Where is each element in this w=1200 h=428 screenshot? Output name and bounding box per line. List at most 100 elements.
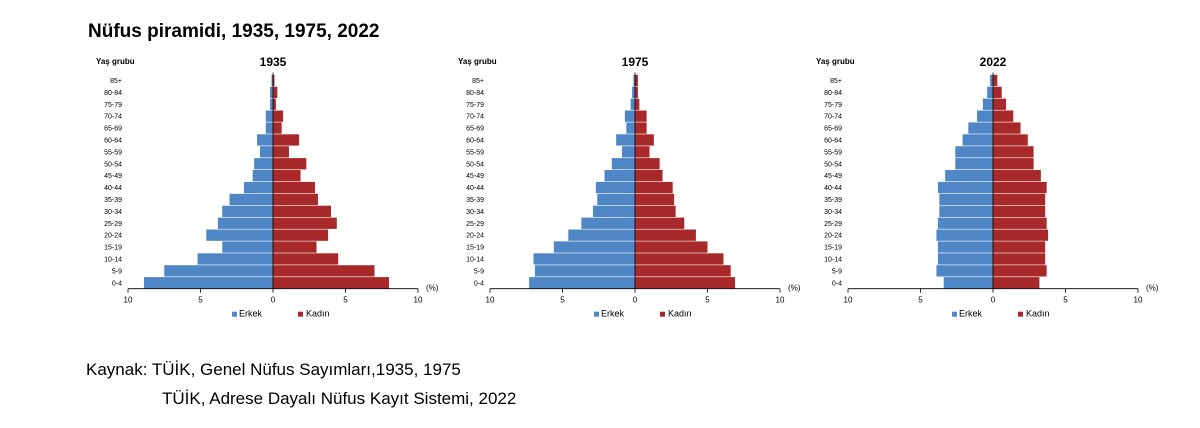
bar-kadin-30-34	[273, 205, 331, 217]
tick-label-30-34: 30-34	[466, 209, 484, 216]
bar-erkek-80-84	[632, 86, 635, 98]
bar-erkek-5-9	[936, 265, 993, 277]
bar-kadin-75-79	[635, 98, 640, 110]
x-tick-label: 5	[560, 296, 565, 305]
tick-label-60-64: 60-64	[824, 137, 842, 144]
tick-label-55-59: 55-59	[824, 149, 842, 156]
bar-kadin-80-84	[635, 86, 638, 98]
y-axis-label: Yaş grubu	[458, 57, 497, 66]
bar-erkek-85+	[271, 74, 273, 87]
bar-erkek-50-54	[254, 158, 273, 170]
bar-erkek-0-4	[529, 277, 635, 289]
y-axis-label: Yaş grubu	[816, 57, 855, 66]
bar-erkek-65-69	[968, 122, 993, 134]
legend-swatch-erkek	[232, 311, 237, 317]
bar-kadin-65-69	[993, 122, 1021, 134]
bar-kadin-70-74	[635, 110, 647, 122]
bar-kadin-85+	[993, 74, 998, 87]
bar-erkek-40-44	[937, 181, 993, 194]
bar-erkek-55-59	[259, 146, 273, 158]
bar-erkek-15-19	[937, 241, 993, 253]
pyramid-chart-2022: Yaş grubu 2022 0-4 5-9 10-14 15-19 20-24 25-29 3…	[816, 55, 1159, 319]
tick-label-45-49: 45-49	[466, 173, 484, 180]
tick-label-65-69: 65-69	[824, 126, 842, 133]
bar-kadin-50-54	[635, 158, 660, 170]
bar-kadin-10-14	[273, 253, 339, 265]
bar-erkek-5-9	[534, 265, 635, 277]
tick-label-30-34: 30-34	[104, 209, 122, 216]
bar-kadin-5-9	[273, 265, 375, 277]
bar-kadin-45-49	[635, 170, 663, 182]
bar-erkek-60-64	[962, 134, 993, 146]
bar-erkek-85+	[633, 74, 635, 87]
bar-kadin-85+	[635, 74, 638, 87]
x-unit-label: (%)	[1146, 284, 1159, 293]
tick-label-55-59: 55-59	[104, 149, 122, 156]
bar-kadin-30-34	[635, 205, 676, 217]
bar-erkek-45-49	[945, 170, 993, 182]
x-tick-label: 10	[414, 296, 423, 305]
tick-label-5-9: 5-9	[832, 268, 842, 275]
tick-label-5-9: 5-9	[112, 268, 122, 275]
tick-label-30-34: 30-34	[824, 209, 842, 216]
tick-label-65-69: 65-69	[104, 126, 122, 133]
chart-title: 2022	[980, 55, 1007, 69]
bar-kadin-40-44	[273, 181, 316, 194]
tick-label-20-24: 20-24	[466, 233, 484, 240]
bar-kadin-65-69	[273, 122, 282, 134]
bar-erkek-5-9	[164, 265, 273, 277]
x-tick-label: 5	[705, 296, 710, 305]
x-tick-label: 5	[198, 296, 203, 305]
legend-label-erkek: Erkek	[601, 309, 625, 319]
tick-label-10-14: 10-14	[104, 256, 122, 263]
x-tick-label: 5	[1063, 296, 1068, 305]
bar-erkek-10-14	[533, 253, 635, 265]
bar-kadin-15-19	[273, 241, 317, 253]
tick-label-5-9: 5-9	[474, 268, 484, 275]
bar-erkek-15-19	[222, 241, 273, 253]
tick-label-85+: 85+	[110, 78, 122, 85]
bar-erkek-40-44	[595, 181, 635, 194]
legend-label-erkek: Erkek	[959, 309, 983, 319]
tick-label-0-4: 0-4	[112, 280, 122, 287]
x-unit-label: (%)	[426, 284, 439, 293]
bar-kadin-55-59	[993, 146, 1034, 158]
bar-erkek-80-84	[270, 86, 273, 98]
tick-label-55-59: 55-59	[466, 149, 484, 156]
bar-kadin-70-74	[993, 110, 1014, 122]
bar-kadin-20-24	[635, 229, 696, 241]
bar-kadin-30-34	[993, 205, 1046, 217]
tick-label-35-39: 35-39	[466, 197, 484, 204]
tick-label-10-14: 10-14	[824, 256, 842, 263]
bar-erkek-70-74	[624, 110, 635, 122]
bar-erkek-50-54	[955, 158, 993, 170]
bar-erkek-30-34	[592, 205, 635, 217]
tick-label-40-44: 40-44	[824, 185, 842, 192]
x-tick-label: 5	[343, 296, 348, 305]
bar-erkek-0-4	[943, 277, 993, 289]
bar-kadin-60-64	[993, 134, 1028, 146]
legend-label-kadin: Kadın	[668, 309, 692, 319]
bar-kadin-10-14	[993, 253, 1046, 265]
bar-erkek-20-24	[568, 229, 635, 241]
bar-erkek-25-29	[581, 217, 635, 229]
bar-erkek-15-19	[553, 241, 635, 253]
bar-erkek-35-39	[597, 193, 635, 206]
tick-label-60-64: 60-64	[466, 137, 484, 144]
tick-label-20-24: 20-24	[824, 233, 842, 240]
pyramid-chart-1935: Yaş grubu 1935 0-4 5-9 10-14 15-19 20-24 25-29 3…	[96, 55, 439, 319]
bar-erkek-0-4	[143, 277, 273, 289]
tick-label-50-54: 50-54	[104, 161, 122, 168]
bar-erkek-45-49	[252, 170, 273, 182]
bar-erkek-40-44	[244, 181, 273, 194]
bar-kadin-45-49	[273, 170, 301, 182]
tick-label-25-29: 25-29	[824, 221, 842, 228]
bar-erkek-20-24	[936, 229, 993, 241]
tick-label-35-39: 35-39	[824, 197, 842, 204]
bar-erkek-45-49	[604, 170, 635, 182]
bar-erkek-10-14	[937, 253, 993, 265]
tick-label-40-44: 40-44	[104, 185, 122, 192]
bar-kadin-50-54	[993, 158, 1034, 170]
bar-erkek-25-29	[217, 217, 273, 229]
legend-swatch-kadin	[1018, 311, 1023, 317]
